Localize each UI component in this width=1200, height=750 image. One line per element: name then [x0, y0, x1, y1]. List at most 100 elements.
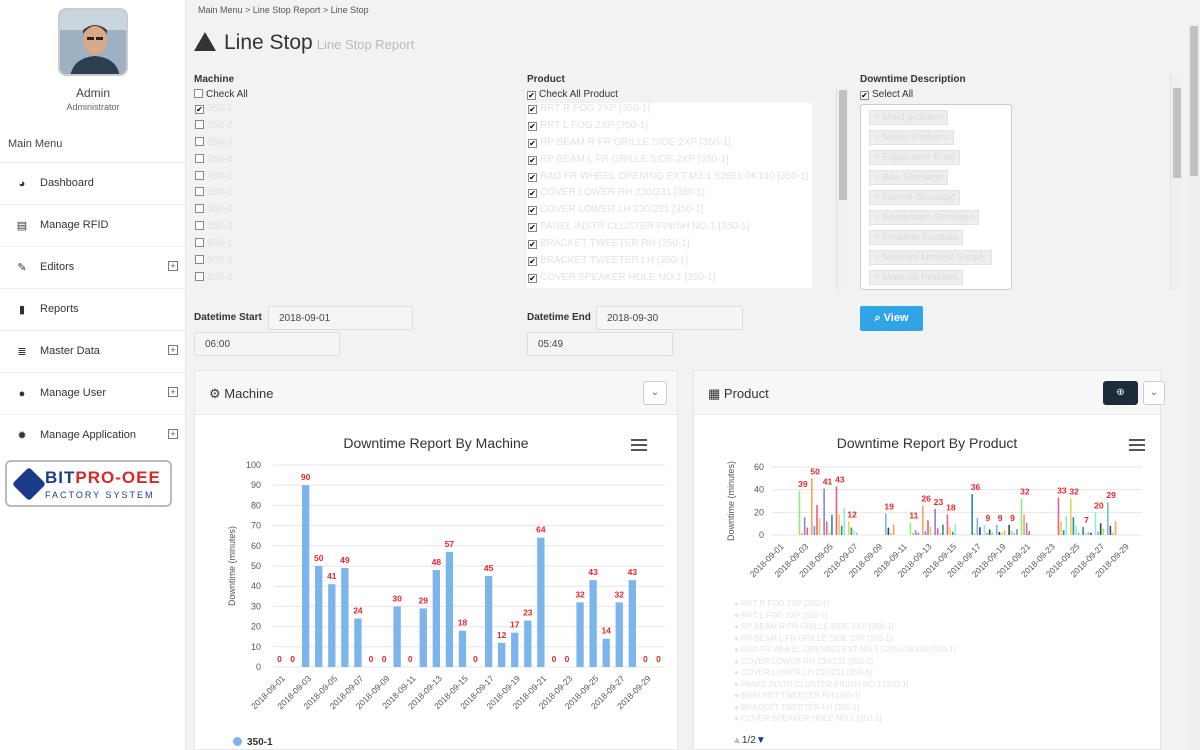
- machine-list-item[interactable]: 550-1: [194, 187, 404, 204]
- downtime-tag[interactable]: × Mold problem: [869, 110, 949, 125]
- sidebar-item-reports[interactable]: ▮ Reports: [0, 288, 186, 330]
- downtime-tag[interactable]: × Material Limited Supply: [869, 250, 992, 265]
- expand-icon[interactable]: +: [168, 387, 178, 397]
- machine-list-item[interactable]: 350-3: [194, 136, 404, 154]
- product-list-item[interactable]: ✔ RP BEAM L FR GRILLE SIDE 2XP [350-1]: [527, 154, 812, 171]
- checkbox[interactable]: ✔: [528, 257, 537, 267]
- checkbox[interactable]: ✔: [195, 105, 204, 114]
- downtime-tag-select[interactable]: × Mold problem × Mesin Problem × Equipment…: [860, 104, 1012, 290]
- avatar[interactable]: [58, 8, 128, 76]
- datetime-end-time-input[interactable]: 05:49: [527, 332, 673, 356]
- zoom-button[interactable]: ⊕: [1103, 381, 1138, 405]
- product-list-item[interactable]: ✔ BRACKET TWEETER LH [350-1]: [527, 255, 812, 272]
- checkbox[interactable]: ✔: [528, 138, 537, 148]
- filter-scrollbar[interactable]: [1170, 74, 1182, 290]
- product-scrollbar[interactable]: [836, 88, 848, 290]
- collapse-button[interactable]: ⌄: [643, 381, 667, 405]
- pager-up-icon[interactable]: ▲: [732, 735, 742, 746]
- machine-list-item[interactable]: 800-2: [194, 255, 404, 272]
- checkbox[interactable]: ✔: [528, 206, 537, 216]
- collapse-button[interactable]: ⌄: [1143, 381, 1165, 405]
- machine-check-all[interactable]: Check All: [194, 89, 248, 100]
- expand-icon[interactable]: +: [168, 345, 178, 355]
- checkbox[interactable]: ✔: [528, 155, 537, 165]
- legend-item[interactable]: ● BRACKET TWEETER LH [350-1]: [734, 702, 860, 712]
- product-list-item[interactable]: ✔ RAD FR WHEEL OPENING EXT M3-1 52651-0K1…: [527, 171, 812, 188]
- datetime-end-date-input[interactable]: 2018-09-30: [596, 306, 743, 330]
- expand-icon[interactable]: +: [168, 261, 178, 271]
- legend-item[interactable]: ● RP BEAM L FR GRILLE SIDE 2XP [350-1]: [734, 633, 893, 643]
- checkbox[interactable]: ✔: [528, 273, 537, 283]
- checkbox[interactable]: [194, 89, 203, 98]
- page-scrollbar[interactable]: [1188, 24, 1200, 750]
- downtime-tag[interactable]: × Problem Kualitas: [869, 230, 964, 245]
- checkbox[interactable]: ✔: [527, 91, 536, 100]
- legend-item[interactable]: ● PANEL INSTR CLUSTER FINISH NO.1 [350-1…: [734, 679, 909, 689]
- checkbox[interactable]: [195, 170, 204, 180]
- checkbox[interactable]: [195, 119, 204, 129]
- machine-list-item[interactable]: 350-2: [194, 119, 404, 137]
- checkbox[interactable]: ✔: [860, 91, 869, 100]
- legend-item[interactable]: ● RP BEAM R FR GRILLE SIDE 2XP [350-1]: [734, 622, 894, 631]
- downtime-tag[interactable]: × Mesin Problem: [869, 130, 955, 145]
- checkbox[interactable]: ✔: [528, 223, 537, 233]
- expand-icon[interactable]: +: [168, 429, 178, 439]
- downtime-select-all[interactable]: ✔ Select All: [860, 89, 914, 100]
- machine-list-item[interactable]: 550-3: [194, 221, 404, 238]
- checkbox[interactable]: [195, 221, 204, 231]
- product-check-all[interactable]: ✔ Check All Product: [527, 89, 618, 100]
- legend-item[interactable]: ● COVER LOWER LH 230/231 [350-1]: [734, 668, 872, 677]
- machine-list-item[interactable]: 800-1: [194, 238, 404, 255]
- product-list-item[interactable]: ✔ PANEL INSTR CLUSTER FINISH NO.1 [350-1]: [527, 221, 812, 238]
- sidebar-item-manage-application[interactable]: ✹ Manage Application +: [0, 414, 186, 456]
- downtime-tag[interactable]: × Material Problem: [869, 270, 964, 285]
- legend-item[interactable]: 350-1: [233, 737, 273, 748]
- product-list-item[interactable]: ✔ RRT R FOG 2XP [350-1]: [527, 103, 812, 120]
- checkbox[interactable]: [195, 136, 204, 146]
- product-list-item[interactable]: ✔ RP BEAM R FR GRILLE SIDE 2XP [350-1]: [527, 137, 812, 154]
- downtime-tag[interactable]: × Parent Shortage: [869, 190, 961, 205]
- checkbox[interactable]: [195, 255, 204, 265]
- machine-list-item[interactable]: 350-4: [194, 153, 404, 171]
- legend-item[interactable]: ● RRT L FOG 2XP [350-1]: [734, 610, 828, 620]
- checkbox[interactable]: [195, 204, 204, 214]
- machine-list-item[interactable]: ✔ 350-1: [194, 103, 404, 120]
- checkbox[interactable]: ✔: [528, 189, 537, 199]
- sidebar-item-master-data[interactable]: ≣ Master Data +: [0, 330, 186, 372]
- legend-item[interactable]: ● COVER LOWER RH 230/231 [350-1]: [734, 656, 874, 666]
- legend-item[interactable]: ● COVER SPEAKER HOLE NO.1 [350-1]: [734, 714, 882, 723]
- chart-menu-icon[interactable]: [631, 439, 647, 451]
- downtime-tag[interactable]: × Equipment Error: [869, 150, 961, 165]
- checkbox[interactable]: ✔: [528, 105, 537, 114]
- legend-item[interactable]: ● BRACKET TWEETER RH [350-1]: [734, 691, 861, 700]
- checkbox[interactable]: ✔: [528, 172, 537, 182]
- sidebar-item-manage-user[interactable]: ● Manage User +: [0, 372, 186, 414]
- downtime-tag[interactable]: × Komponen Shortage: [869, 210, 980, 225]
- product-list-item[interactable]: ✔ COVER LOWER RH 230/231 [350-1]: [527, 187, 812, 204]
- sidebar-item-dashboard[interactable]: ◕ Dashboard: [0, 162, 186, 204]
- downtime-tag[interactable]: × Box Shortage: [869, 170, 949, 185]
- product-list-item[interactable]: ✔ COVER LOWER LH 230/231 [350-1]: [527, 204, 812, 221]
- pager-down-icon[interactable]: ▼: [755, 735, 766, 746]
- legend-item[interactable]: ● RRT R FOG 2XP [350-1]: [734, 599, 830, 608]
- checkbox[interactable]: [195, 238, 204, 248]
- product-list-item[interactable]: ✔ RRT L FOG 2XP [350-1]: [527, 120, 812, 137]
- checkbox[interactable]: ✔: [528, 121, 537, 131]
- machine-list-item[interactable]: 450-1: [194, 170, 404, 188]
- machine-list-item[interactable]: 550-2: [194, 204, 404, 221]
- chart-menu-icon[interactable]: [1129, 439, 1145, 451]
- checkbox[interactable]: ✔: [528, 240, 537, 250]
- product-list-item[interactable]: ✔ COVER SPEAKER HOLE NO.1 [350-1]: [527, 272, 812, 288]
- checkbox[interactable]: [195, 271, 204, 281]
- view-button[interactable]: ⌕ View: [860, 306, 923, 331]
- sidebar-item-manage-rfid[interactable]: ▤ Manage RFID: [0, 204, 186, 246]
- breadcrumb[interactable]: Main Menu > Line Stop Report > Line Stop: [198, 5, 369, 15]
- datetime-start-time-input[interactable]: 06:00: [194, 332, 340, 356]
- legend-item[interactable]: ● RAD FR WHEEL OPENING EXT M3-1 52651-0K…: [734, 645, 956, 654]
- checkbox[interactable]: [195, 187, 204, 197]
- sidebar-item-editors[interactable]: ✎ Editors +: [0, 246, 186, 288]
- product-list-item[interactable]: ✔ BRACKET TWEETER RH [350-1]: [527, 238, 812, 255]
- datetime-start-date-input[interactable]: 2018-09-01: [268, 306, 413, 330]
- checkbox[interactable]: [195, 153, 204, 163]
- machine-list-item[interactable]: 800-3: [194, 271, 404, 288]
